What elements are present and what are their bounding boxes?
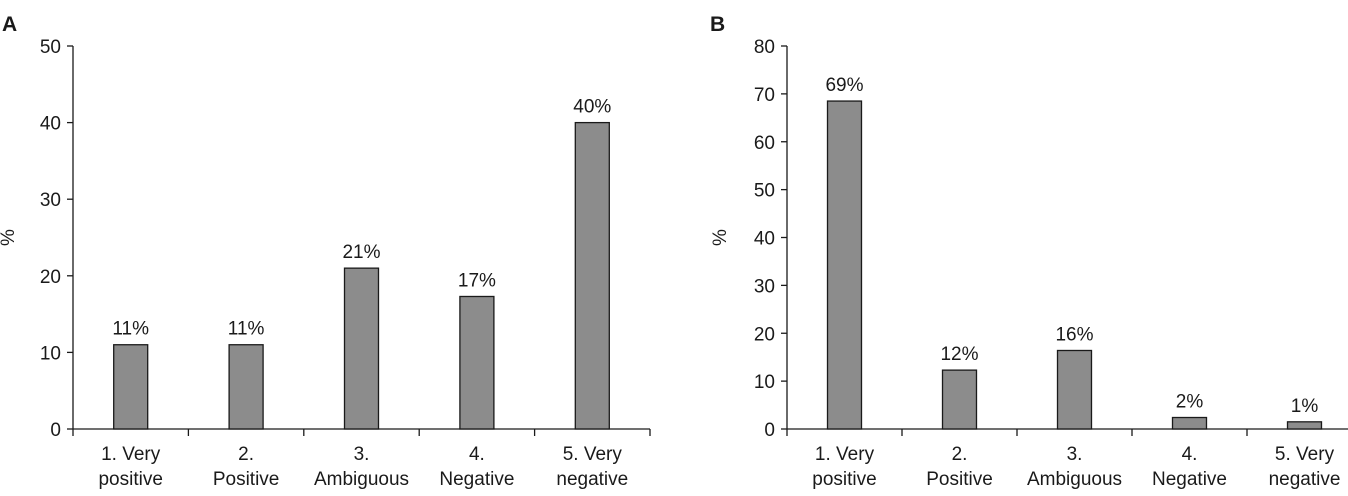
y-tick-label: 10: [754, 372, 775, 393]
y-tick-label: 10: [40, 343, 61, 364]
y-tick-label: 0: [764, 420, 775, 441]
x-category-label: 3.: [354, 444, 370, 465]
y-tick-label: 80: [754, 37, 775, 58]
bar-value-label: 69%: [825, 75, 863, 96]
bar-value-label: 11%: [228, 319, 265, 340]
x-category-label: 5. Very: [563, 444, 623, 465]
x-category-label: 4.: [469, 444, 485, 465]
panel-label: B: [710, 13, 725, 36]
x-category-label: Positive: [926, 469, 993, 490]
y-axis-label: %: [0, 229, 19, 246]
bar-value-label: 40%: [573, 97, 611, 118]
y-tick-label: 70: [754, 85, 775, 106]
bar: [343, 267, 380, 430]
y-tick-label: 40: [754, 229, 775, 250]
x-category-label: negative: [556, 469, 628, 490]
x-category-label: 4.: [1182, 444, 1198, 465]
bar-value-label: 2%: [1176, 392, 1204, 413]
x-category-label: 3.: [1067, 444, 1083, 465]
y-tick-label: 60: [754, 133, 775, 154]
y-tick-label: 50: [754, 181, 775, 202]
y-tick-label: 30: [754, 276, 775, 297]
y-tick-label: 20: [754, 324, 775, 345]
x-category-label: Negative: [439, 469, 514, 490]
bar: [459, 295, 495, 430]
x-category-label: Negative: [1152, 469, 1227, 490]
y-tick-label: 20: [40, 267, 61, 288]
bar: [574, 121, 610, 430]
bar-value-label: 1%: [1291, 396, 1319, 417]
x-category-label: Ambiguous: [1027, 469, 1122, 490]
x-category-label: positive: [98, 469, 162, 490]
bar: [1056, 349, 1093, 430]
x-category-label: negative: [1269, 469, 1341, 490]
bar: [228, 344, 264, 430]
bar-value-label: 21%: [342, 242, 380, 263]
bar-value-label: 11%: [112, 319, 149, 340]
bar-value-label: 16%: [1055, 324, 1093, 345]
y-tick-label: 0: [50, 420, 61, 441]
bar: [941, 369, 978, 430]
x-category-label: Ambiguous: [314, 469, 409, 490]
x-category-label: 5. Very: [1275, 444, 1335, 465]
x-category-label: 1. Very: [815, 444, 875, 465]
y-tick-label: 50: [40, 37, 61, 58]
y-tick-label: 30: [40, 190, 61, 211]
bar: [113, 344, 149, 430]
bar-value-label: 17%: [458, 270, 496, 291]
y-tick-label: 40: [40, 114, 61, 135]
bar: [1286, 421, 1323, 430]
x-category-label: positive: [812, 469, 876, 490]
bar: [1171, 416, 1208, 430]
x-category-label: Positive: [213, 469, 280, 490]
y-axis-label: %: [710, 229, 731, 246]
x-category-label: 2.: [952, 444, 968, 465]
x-category-label: 1. Very: [101, 444, 161, 465]
panel-label: A: [2, 13, 17, 36]
x-category-label: 2.: [238, 444, 254, 465]
bar: [826, 100, 863, 430]
bar-value-label: 12%: [940, 344, 978, 365]
